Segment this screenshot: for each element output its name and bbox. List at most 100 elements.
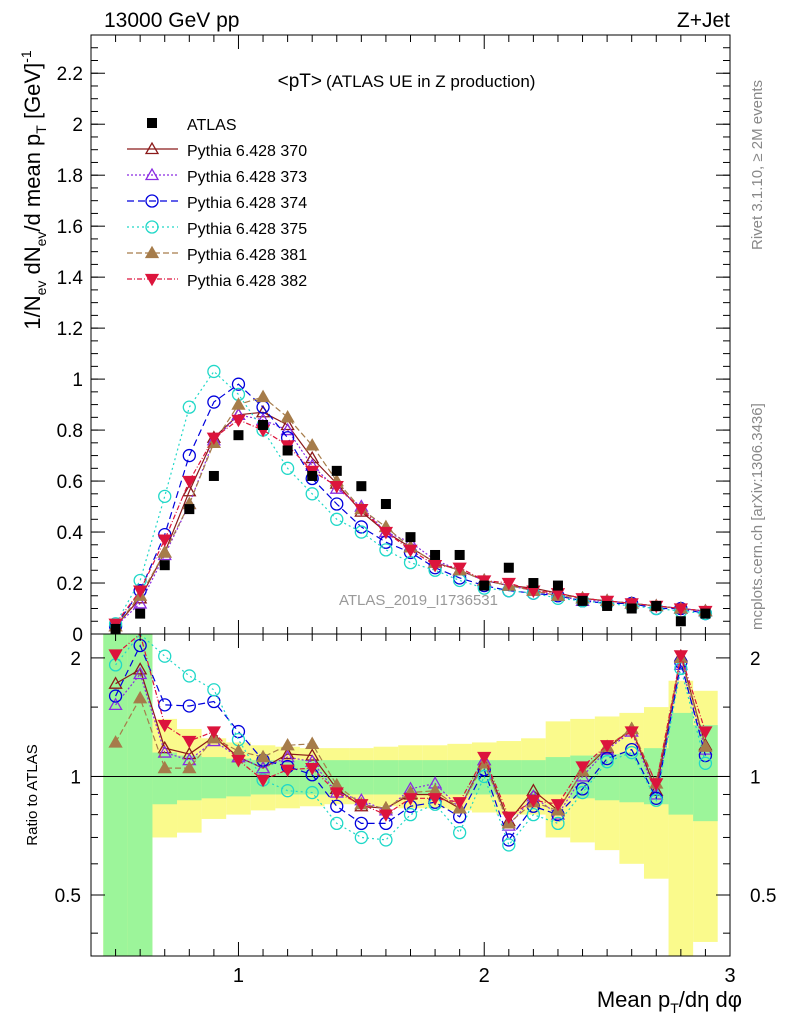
ratio-point-s370 — [133, 662, 148, 675]
atlas-data-point — [528, 578, 539, 589]
ratio-point-s375 — [354, 830, 368, 845]
band-inner-bin — [594, 754, 620, 801]
main-y-tick-label: 0.2 — [57, 574, 83, 595]
atlas-data-point — [356, 481, 367, 492]
series-point-s375 — [182, 400, 196, 414]
process-label: Z+Jet — [677, 9, 730, 32]
ratio-point-s374 — [625, 742, 639, 757]
mcplots-label: mcplots.cern.ch [arXiv:1306.3436] — [749, 403, 766, 630]
series-point-s375 — [330, 512, 344, 526]
ratio-y-tick-label-right: 0.5 — [750, 886, 776, 907]
atlas-data-point — [135, 608, 146, 619]
ratio-point-s382 — [108, 649, 123, 662]
ratio-point-s382 — [427, 793, 443, 806]
ratio-y-ticks: 0.5 0.5 1 1 2 2 — [55, 649, 776, 934]
series-line-s374 — [115, 383, 706, 627]
legend-marker-s382 — [144, 273, 160, 287]
atlas-data-point — [479, 580, 490, 591]
band-inner-bin — [127, 634, 153, 956]
ratio-point-s382 — [550, 799, 566, 812]
band-inner-bin — [349, 760, 374, 795]
x-tick-label: 3 — [724, 965, 735, 987]
series-point-s375 — [305, 487, 319, 501]
atlas-data-point — [675, 616, 686, 627]
atlas-data-point — [159, 560, 170, 571]
main-y-tick-label: 1.2 — [57, 319, 83, 340]
legend-label-s373: Pythia 6.428 373 — [187, 169, 307, 186]
legend-label-s375: Pythia 6.428 375 — [187, 221, 307, 238]
ratio-point-s382 — [182, 735, 197, 749]
series-point-s381 — [280, 410, 295, 423]
series-point-s382 — [133, 585, 148, 598]
ratio-point-s375 — [379, 833, 393, 847]
ratio-point-s382 — [526, 795, 541, 808]
ratio-point-s382 — [206, 726, 222, 739]
ratio-point-s382 — [599, 740, 615, 753]
band-inner-bin — [668, 712, 694, 815]
legend-label-s370: Pythia 6.428 370 — [187, 143, 307, 160]
legend-marker-s375 — [145, 220, 159, 234]
legend-atlas-label: ATLAS — [187, 117, 237, 134]
ratio-y-tick-label: 1 — [70, 767, 81, 788]
band-inner-bin — [496, 760, 522, 795]
atlas-data-point — [258, 419, 269, 430]
main-panel: 0 0.2 0.4 0.6 0.8 1 1.2 1.4 1.6 1.8 2 2.2 <pT> (ATL… — [18, 34, 731, 646]
series-point-s374 — [330, 497, 344, 511]
ratio-point-s375 — [649, 793, 663, 807]
ratio-point-s382 — [673, 650, 688, 663]
ratio-point-s375 — [453, 825, 467, 840]
ratio-point-s374 — [330, 799, 344, 813]
ratio-point-s381 — [305, 736, 320, 749]
ratio-point-s375 — [526, 807, 541, 822]
band-inner-bin — [373, 760, 399, 795]
series-point-s370 — [255, 404, 271, 418]
series-point-s382 — [501, 577, 516, 591]
ratio-y-tick-label: 2 — [70, 649, 81, 670]
main-y-tick-label: 1.6 — [57, 217, 83, 238]
band-inner-bin — [521, 760, 546, 795]
ratio-point-s382 — [403, 793, 418, 806]
ratio-point-s381 — [182, 760, 197, 774]
main-y-tick-label: 0.4 — [57, 523, 84, 544]
atlas-data-point — [405, 532, 416, 543]
legend-marker-s373 — [144, 167, 160, 181]
ratio-point-s375 — [575, 785, 590, 800]
band-inner-bin — [201, 757, 227, 799]
atlas-data-point — [208, 470, 219, 481]
atlas-data-point — [331, 465, 342, 476]
ratio-point-s382 — [698, 726, 713, 739]
ratio-point-s382 — [477, 751, 492, 765]
ratio-point-s382 — [452, 797, 467, 810]
legend-label-s381: Pythia 6.428 381 — [187, 247, 307, 264]
ratio-line-s375 — [115, 633, 707, 847]
ratio-point-s382 — [649, 778, 664, 791]
ratio-point-s382 — [329, 787, 344, 800]
ratio-y-tick-label-right: 2 — [750, 649, 761, 670]
atlas-data-point — [380, 499, 391, 510]
series-point-s382 — [427, 560, 443, 573]
main-y-tick-label: 1 — [72, 370, 83, 391]
series-line-s375 — [115, 370, 706, 625]
legend: ATLAS Pythia 6.428 370 Pythia 6.428 373 Pyt… — [127, 117, 307, 290]
series-point-s374 — [231, 377, 246, 391]
ratio-point-s375 — [280, 784, 295, 798]
atlas-data-point — [110, 623, 121, 634]
series-point-s374 — [354, 520, 368, 534]
ratio-point-s382 — [305, 762, 320, 776]
atlas-data-point — [626, 603, 637, 614]
ratio-point-s375 — [698, 756, 713, 770]
main-y-tick-label: 0.8 — [57, 421, 83, 442]
series-point-s382 — [403, 544, 418, 558]
series-point-s373 — [133, 596, 148, 609]
ratio-point-s381 — [280, 737, 295, 751]
series-point-s382 — [157, 534, 172, 547]
atlas-data-point — [454, 549, 465, 560]
main-y-tick-label: 0 — [72, 625, 83, 646]
atlas-data-point — [700, 608, 711, 619]
ratio-point-s373 — [133, 666, 148, 680]
main-y-axis-label: 1/Nev dNev/d mean pT [GeV]-1 — [18, 50, 49, 330]
series-point-s382 — [206, 432, 222, 446]
ratio-y-axis-label: Ratio to ATLAS — [24, 744, 41, 845]
legend-label-s382: Pythia 6.428 382 — [187, 273, 307, 290]
